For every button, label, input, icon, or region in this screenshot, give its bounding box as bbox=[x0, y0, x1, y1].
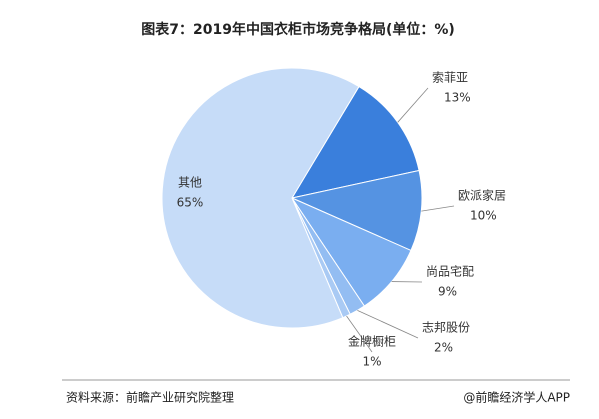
slice-value: 65% bbox=[177, 196, 204, 210]
leader-line bbox=[397, 87, 429, 123]
slice-value: 1% bbox=[362, 355, 381, 369]
leader-line bbox=[357, 309, 419, 339]
slice-value: 2% bbox=[434, 341, 453, 355]
slice-label: 其他 bbox=[178, 176, 202, 190]
slice-label: 志邦股份 bbox=[422, 321, 470, 335]
slice-label: 索菲亚 bbox=[432, 71, 468, 85]
slice-value: 10% bbox=[470, 209, 497, 223]
pie-slice bbox=[290, 85, 420, 199]
leader-line bbox=[346, 315, 373, 353]
slice-value: 9% bbox=[438, 285, 457, 299]
leader-line bbox=[421, 205, 455, 212]
slice-label: 欧派家居 bbox=[458, 188, 506, 203]
slice-label: 金牌橱柜 bbox=[348, 334, 396, 349]
chart-title: 图表7：2019年中国衣柜市场竞争格局(单位：%) bbox=[141, 21, 455, 38]
pie-slice bbox=[290, 169, 423, 252]
source: 资料来源：前瞻产业研究院整理 bbox=[66, 390, 234, 405]
slice-label: 尚品宅配 bbox=[426, 264, 474, 279]
credit: @前瞻经济学人APP bbox=[463, 390, 570, 405]
pie-slice bbox=[161, 67, 360, 329]
slice-value: 13% bbox=[444, 91, 471, 105]
